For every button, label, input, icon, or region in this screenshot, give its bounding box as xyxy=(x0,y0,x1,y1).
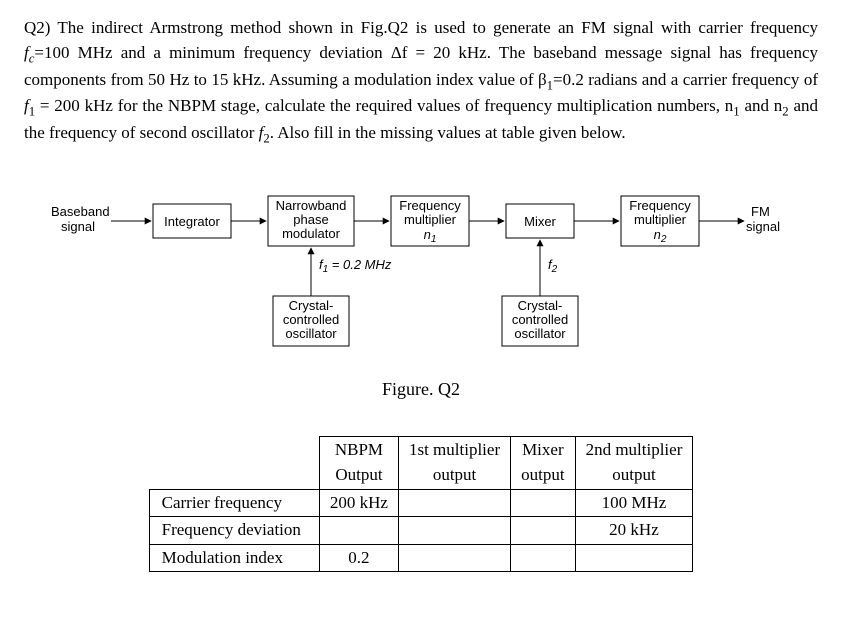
label-osc1-c: oscillator xyxy=(285,326,337,341)
cell-beta-mult2 xyxy=(575,544,693,572)
col-header-mult1-l1: 1st multiplier xyxy=(409,440,500,459)
label-mixer: Mixer xyxy=(524,214,556,229)
label-osc2-c: oscillator xyxy=(514,326,566,341)
col-header-mixer-l1: Mixer xyxy=(522,440,564,459)
label-mult2-b: multiplier xyxy=(634,212,687,227)
cell-carrier-nbpm: 200 kHz xyxy=(319,489,398,517)
col-header-mult2: 2nd multiplier output xyxy=(575,437,693,489)
col-header-mult2-l2: output xyxy=(612,465,655,484)
label-mult1-a: Frequency xyxy=(399,198,461,213)
table-row: Modulation index 0.2 xyxy=(149,544,693,572)
table-corner-blank xyxy=(149,437,319,489)
cell-dev-mult2: 20 kHz xyxy=(575,517,693,545)
col-header-mult1: 1st multiplier output xyxy=(398,437,510,489)
table-header-row: NBPM Output 1st multiplier output Mixer … xyxy=(149,437,693,489)
label-integrator: Integrator xyxy=(164,214,220,229)
label-osc1-a: Crystal- xyxy=(289,298,334,313)
label-nbpm-3: modulator xyxy=(282,226,340,241)
col-header-mult1-l2: output xyxy=(433,465,476,484)
cell-beta-mixer xyxy=(511,544,575,572)
col-header-nbpm-l2: Output xyxy=(335,465,382,484)
figure-caption: Figure. Q2 xyxy=(24,376,818,402)
label-fm-1: FM xyxy=(751,204,770,219)
armstrong-block-diagram: Baseband signal Integrator Narrowband ph… xyxy=(41,176,801,366)
label-baseband-1: Baseband xyxy=(51,204,110,219)
label-osc1-b: controlled xyxy=(283,312,339,327)
row-label-carrier: Carrier frequency xyxy=(149,489,319,517)
row-label-modindex: Modulation index xyxy=(149,544,319,572)
table-row: Frequency deviation 20 kHz xyxy=(149,517,693,545)
col-header-nbpm: NBPM Output xyxy=(319,437,398,489)
label-f2: f2 xyxy=(548,257,558,275)
label-mult1-b: multiplier xyxy=(404,212,457,227)
label-mult2-a: Frequency xyxy=(629,198,691,213)
label-f1: f1 = 0.2 MHz xyxy=(319,257,392,275)
cell-beta-nbpm: 0.2 xyxy=(319,544,398,572)
label-osc2-b: controlled xyxy=(512,312,568,327)
label-baseband-2: signal xyxy=(61,219,95,234)
row-label-deviation: Frequency deviation xyxy=(149,517,319,545)
cell-dev-nbpm xyxy=(319,517,398,545)
question-text: Q2) The indirect Armstrong method shown … xyxy=(24,16,818,148)
col-header-mult2-l1: 2nd multiplier xyxy=(586,440,683,459)
label-nbpm-1: Narrowband xyxy=(276,198,347,213)
label-osc2-a: Crystal- xyxy=(518,298,563,313)
col-header-mixer-l2: output xyxy=(521,465,564,484)
cell-dev-mult1 xyxy=(398,517,510,545)
cell-carrier-mult1 xyxy=(398,489,510,517)
label-fm-2: signal xyxy=(746,219,780,234)
label-nbpm-2: phase xyxy=(293,212,328,227)
col-header-nbpm-l1: NBPM xyxy=(335,440,383,459)
cell-carrier-mixer xyxy=(511,489,575,517)
cell-dev-mixer xyxy=(511,517,575,545)
question-prefix: Q2) xyxy=(24,18,57,37)
cell-beta-mult1 xyxy=(398,544,510,572)
results-table: NBPM Output 1st multiplier output Mixer … xyxy=(149,436,694,572)
cell-carrier-mult2: 100 MHz xyxy=(575,489,693,517)
table-row: Carrier frequency 200 kHz 100 MHz xyxy=(149,489,693,517)
col-header-mixer: Mixer output xyxy=(511,437,575,489)
